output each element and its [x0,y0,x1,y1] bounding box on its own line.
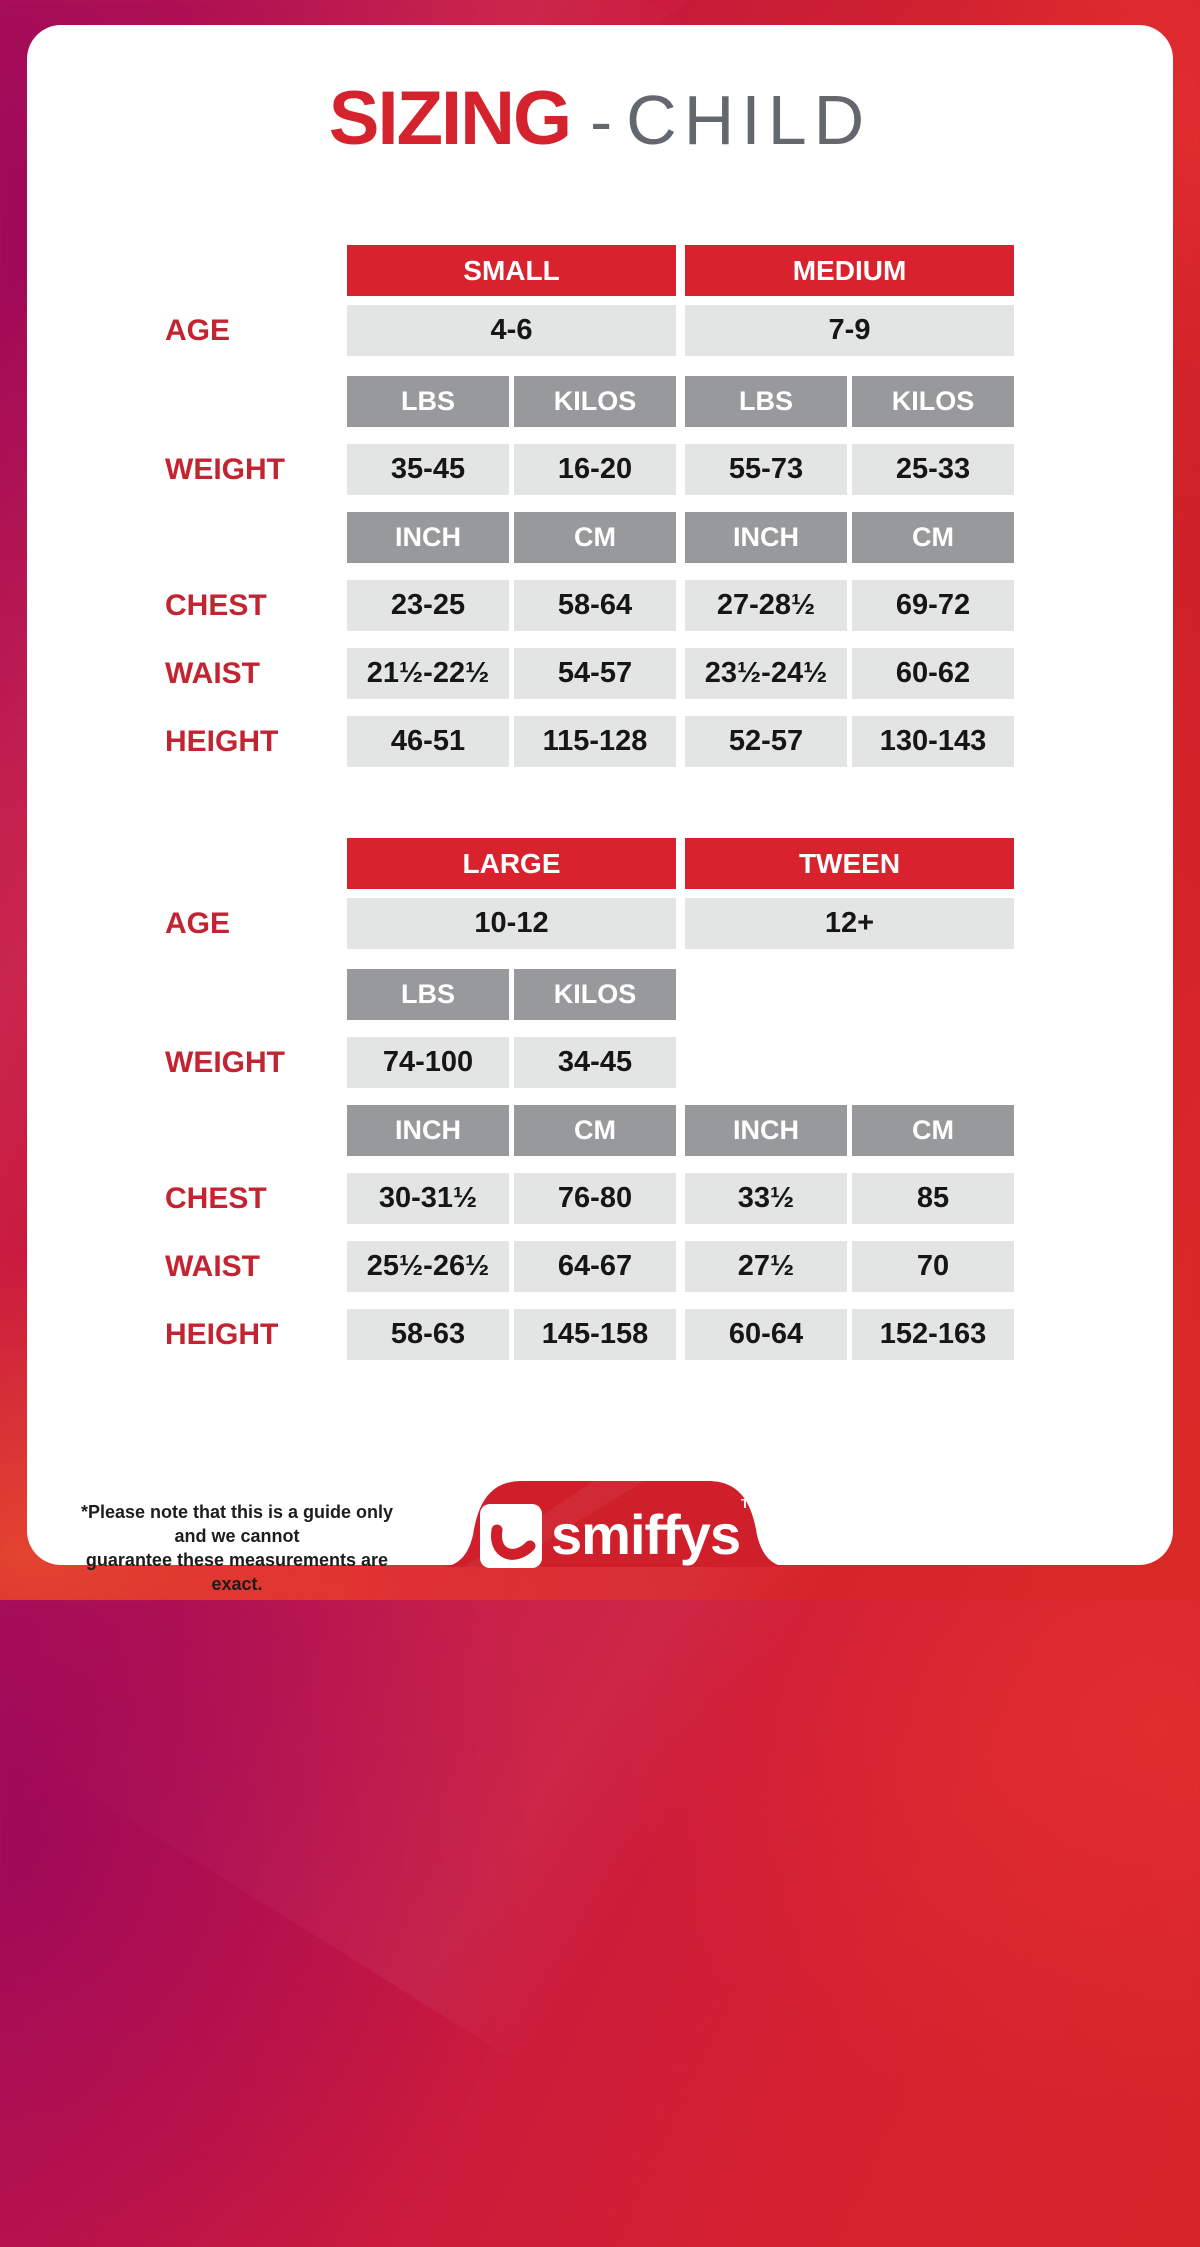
row-label-age: AGE [165,313,231,347]
unit-header-kilos: KILOS [514,969,676,1020]
chest-row: CHEST 30-31½ 76-80 33½ 85 [27,1173,1014,1224]
size-header-medium: MEDIUM [685,245,1014,296]
disclaimer-line-1: *Please note that this is a guide only a… [80,1502,394,1546]
table-cell: 55-73 [685,444,847,495]
row-label-waist: WAIST [165,1249,260,1283]
title-primary: SIZING [328,76,572,161]
waist-row: WAIST 25½-26½ 64-67 27½ 70 [27,1241,1014,1292]
row-label-height: HEIGHT [165,1317,279,1351]
unit-header-kilos: KILOS [852,376,1014,427]
age-value-medium: 7-9 [685,305,1014,356]
label-spacer [27,838,347,889]
brand-wordmark: smiffys [551,1502,741,1566]
table-cell: 60-64 [685,1309,847,1360]
dimension-unit-header-row: INCH CM INCH CM [27,512,1014,563]
sizing-table-large-tween: LARGE TWEEN AGE 10-12 12+ LBS KILOS WEIG… [27,838,1014,1377]
table-cell: 27½ [685,1241,847,1292]
table-cell: 25½-26½ [347,1241,509,1292]
unit-header-cm: CM [852,1105,1014,1156]
table-cell: 85 [852,1173,1014,1224]
label-spacer [27,969,347,1020]
page-title: SIZING - CHILD [27,75,1173,162]
row-label-height: HEIGHT [165,724,279,758]
trademark-symbol: TM [741,1496,760,1511]
size-header-tween: TWEEN [685,838,1014,889]
unit-header-lbs: LBS [347,969,509,1020]
row-label-weight: WEIGHT [165,1045,285,1079]
label-spacer [27,1105,347,1156]
sizing-card: SIZING - CHILD SMALL MEDIUM AGE 4-6 7-9 LB… [27,25,1173,1565]
table-cell: 76-80 [514,1173,676,1224]
row-label-weight: WEIGHT [165,452,285,486]
size-header-large: LARGE [347,838,676,889]
table-cell: 130-143 [852,716,1014,767]
unit-header-cm: CM [514,512,676,563]
table-cell: 46-51 [347,716,509,767]
title-secondary: CHILD [626,81,872,159]
unit-header-cm: CM [852,512,1014,563]
table-cell: 152-163 [852,1309,1014,1360]
weight-unit-header-row: LBS KILOS [27,969,1014,1020]
unit-header-inch: INCH [347,512,509,563]
sizing-table-small-medium: SMALL MEDIUM AGE 4-6 7-9 LBS KILOS LBS K… [27,245,1014,784]
unit-header-inch: INCH [685,1105,847,1156]
table-cell: 145-158 [514,1309,676,1360]
table-cell: 35-45 [347,444,509,495]
table-cell: 54-57 [514,648,676,699]
row-label-waist: WAIST [165,656,260,690]
dimension-unit-header-row: INCH CM INCH CM [27,1105,1014,1156]
table-cell: 16-20 [514,444,676,495]
table-cell: 60-62 [852,648,1014,699]
unit-header-inch: INCH [347,1105,509,1156]
waist-row: WAIST 21½-22½ 54-57 23½-24½ 60-62 [27,648,1014,699]
table-cell: 23½-24½ [685,648,847,699]
age-value-large: 10-12 [347,898,676,949]
age-value-tween: 12+ [685,898,1014,949]
size-header-small: SMALL [347,245,676,296]
table-cell: 21½-22½ [347,648,509,699]
age-row: AGE 4-6 7-9 [27,305,1014,356]
row-label-chest: CHEST [165,1181,267,1215]
label-spacer [27,376,347,427]
title-separator: - [590,84,613,158]
table-cell: 74-100 [347,1037,509,1088]
size-header-row: SMALL MEDIUM [27,245,1014,296]
table-cell: 64-67 [514,1241,676,1292]
label-spacer [27,245,347,296]
table-cell: 52-57 [685,716,847,767]
disclaimer-line-2: guarantee these measurements are exact. [85,1550,389,1594]
table-cell: 70 [852,1241,1014,1292]
table-cell: 58-64 [514,580,676,631]
table-cell: 27-28½ [685,580,847,631]
table-cell: 25-33 [852,444,1014,495]
age-value-small: 4-6 [347,305,676,356]
weight-row: WEIGHT 74-100 34-45 [27,1037,1014,1088]
age-row: AGE 10-12 12+ [27,898,1014,949]
unit-header-kilos: KILOS [514,376,676,427]
weight-row: WEIGHT 35-45 16-20 55-73 25-33 [27,444,1014,495]
table-cell: 23-25 [347,580,509,631]
row-label-age: AGE [165,906,231,940]
size-header-row: LARGE TWEEN [27,838,1014,889]
unit-header-lbs: LBS [685,376,847,427]
unit-header-inch: INCH [685,512,847,563]
table-cell: 58-63 [347,1309,509,1360]
table-cell: 34-45 [514,1037,676,1088]
height-row: HEIGHT 58-63 145-158 60-64 152-163 [27,1309,1014,1360]
disclaimer-note: *Please note that this is a guide only a… [66,1500,408,1596]
chest-row: CHEST 23-25 58-64 27-28½ 69-72 [27,580,1014,631]
unit-header-lbs: LBS [347,376,509,427]
table-cell: 69-72 [852,580,1014,631]
table-cell: 115-128 [514,716,676,767]
row-label-chest: CHEST [165,588,267,622]
table-cell: 33½ [685,1173,847,1224]
unit-header-cm: CM [514,1105,676,1156]
table-cell: 30-31½ [347,1173,509,1224]
label-spacer [27,512,347,563]
height-row: HEIGHT 46-51 115-128 52-57 130-143 [27,716,1014,767]
weight-unit-header-row: LBS KILOS LBS KILOS [27,376,1014,427]
smiffys-smile-icon [480,1504,542,1568]
